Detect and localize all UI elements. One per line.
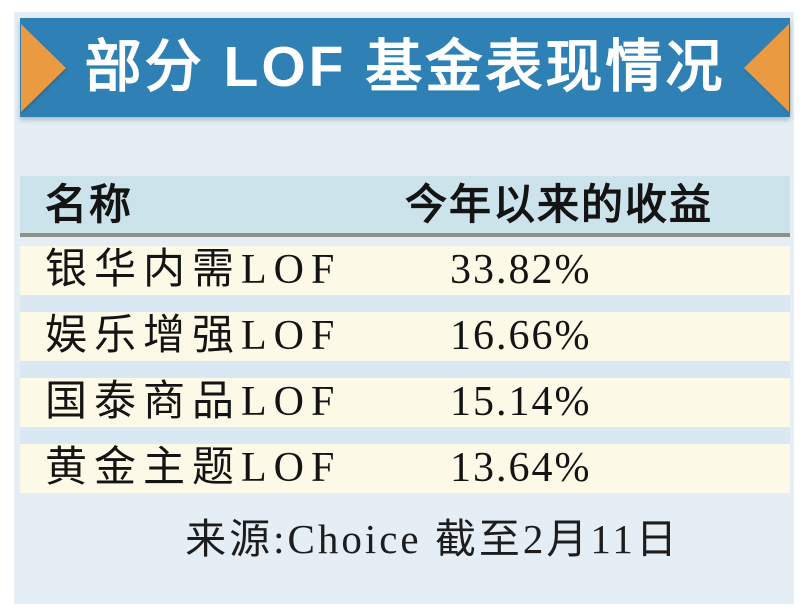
fund-name-cell: 黄金主题LOF	[45, 445, 342, 491]
fund-name-cell: 国泰商品LOF	[45, 379, 342, 425]
column-header-name: 名称	[45, 181, 134, 228]
table-row: 娱乐增强LOF 16.66%	[20, 312, 790, 361]
fund-return-cell: 13.64%	[450, 445, 592, 491]
table-row: 黄金主题LOF 13.64%	[20, 444, 790, 493]
table-body: 银华内需LOF 33.82% 娱乐增强LOF 16.66% 国泰商品LOF 15…	[20, 246, 790, 493]
title-banner: 部分 LOF 基金表现情况	[20, 18, 790, 117]
table-row: 国泰商品LOF 15.14%	[20, 378, 790, 427]
ribbon-arrow-right-icon	[744, 23, 789, 112]
fund-return-cell: 33.82%	[450, 247, 592, 293]
fund-name-cell: 银华内需LOF	[45, 247, 342, 293]
column-header-return: 今年以来的收益	[405, 181, 714, 228]
fund-return-cell: 16.66%	[450, 313, 592, 359]
table-row: 银华内需LOF 33.82%	[20, 246, 790, 295]
fund-performance-table: 名称 今年以来的收益 银华内需LOF 33.82% 娱乐增强LOF 16.66%…	[20, 176, 790, 493]
source-note: 来源:Choice 截至2月11日	[185, 516, 680, 562]
fund-return-cell: 15.14%	[450, 379, 592, 425]
fund-name-cell: 娱乐增强LOF	[45, 313, 342, 359]
ribbon-arrow-left-icon	[21, 23, 66, 112]
page-title: 部分 LOF 基金表现情况	[84, 35, 726, 99]
table-header-row: 名称 今年以来的收益	[20, 176, 790, 237]
